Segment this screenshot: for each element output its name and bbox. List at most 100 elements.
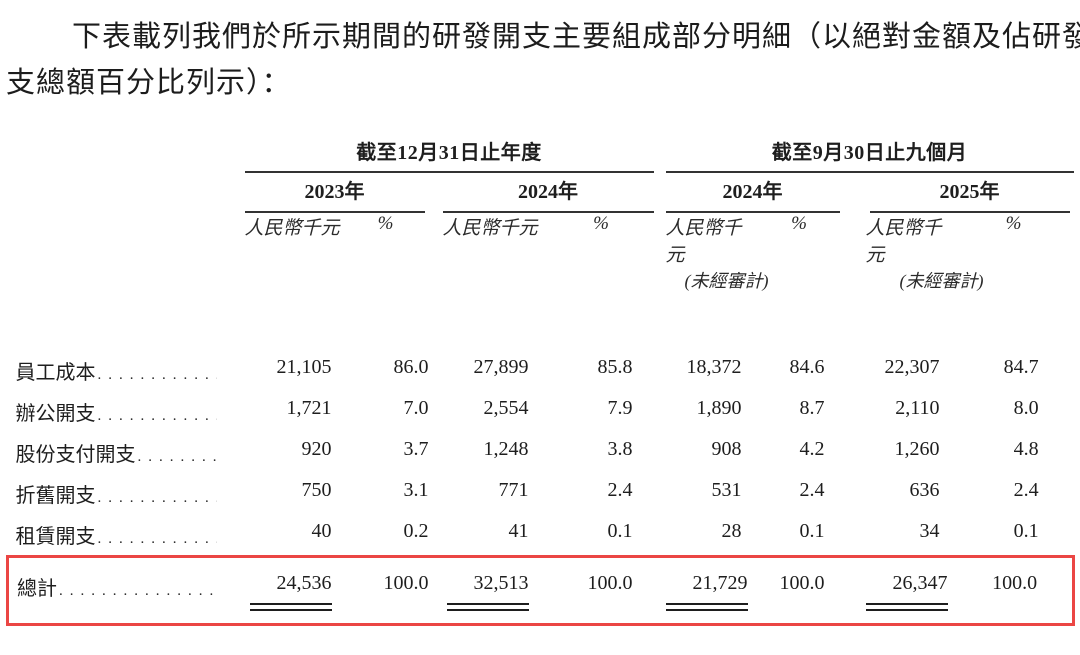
- value-cell: 86.0: [393, 356, 429, 378]
- row-label: 股份支付開支: [15, 444, 136, 466]
- value-cell: 27,899: [473, 356, 529, 378]
- row-label: 辦公開支: [15, 403, 96, 425]
- spacer-row: [8, 299, 1074, 351]
- period-group-2-label: 截至9月30日止九個月: [665, 136, 1074, 173]
- value-cell: 34: [919, 520, 940, 542]
- unaudited-note: (未經審計): [899, 271, 984, 291]
- value-cell: 3.1: [403, 479, 429, 501]
- total-value-cell: 100.0: [548, 554, 654, 626]
- spacer-cell: [842, 433, 866, 474]
- value-cell: 0.1: [799, 520, 825, 542]
- spacer-cell: [443, 267, 654, 299]
- value-cell: 920: [301, 438, 332, 460]
- spacer-cell: [431, 213, 443, 267]
- period-group-1: 截至12月31日止年度: [244, 136, 654, 173]
- row-label-cell: 租賃開支: [8, 515, 245, 556]
- value-cell: 2.4: [799, 479, 825, 501]
- value-cell: 0.1: [1013, 520, 1039, 542]
- spacer-cell: [431, 474, 443, 515]
- unit-header: 人民幣千元: [442, 218, 538, 239]
- unaudited-note: (未經審計): [684, 271, 769, 291]
- document-page: 下表載列我們於所示期間的研發開支主要組成部分明細（以絕對金額及佔研發開 支總額百…: [0, 14, 1080, 655]
- spacer-cell: [8, 173, 245, 213]
- spacer-cell: [431, 351, 443, 392]
- year-header-2025-9m: 2025年: [866, 173, 1074, 213]
- row-label-cell: 折舊開支: [8, 474, 245, 515]
- value-cell: 28: [721, 520, 742, 542]
- spacer-cell: [842, 213, 866, 267]
- intro-line-1: 下表載列我們於所示期間的研發開支主要組成部分明細（以絕對金額及佔研發開: [72, 21, 1080, 53]
- value-cell: 1,721: [286, 397, 332, 419]
- value-cell: 0.1: [607, 520, 633, 542]
- spacer-cell: [654, 136, 666, 173]
- value-cell: 8.0: [1013, 397, 1039, 419]
- year-header-row: 2023年 2024年 2024年 2025年: [8, 173, 1074, 213]
- total-value-cell: 100.0: [756, 554, 842, 626]
- value-cell: 750: [301, 479, 332, 501]
- leader-dots: [98, 490, 217, 507]
- value-cell: 21,105: [276, 356, 332, 378]
- spacer-cell: [842, 267, 866, 299]
- spacer-cell: [8, 136, 245, 173]
- spacer-cell: [654, 474, 666, 515]
- percent-header: %: [377, 213, 394, 234]
- value-cell: 2,554: [483, 397, 529, 419]
- value-cell: 7.9: [607, 397, 633, 419]
- value-cell: 0.2: [403, 520, 429, 542]
- spacer-cell: [431, 267, 443, 299]
- value-cell: 1,260: [894, 438, 940, 460]
- table-row-share-based-payment: 股份支付開支 920 3.7 1,248 3.8 908 4.2 1,260 4…: [8, 433, 1074, 474]
- spacer-cell: [842, 351, 866, 392]
- value-cell: 2.4: [607, 479, 633, 501]
- value-cell: 531: [711, 479, 742, 501]
- total-amount: 32,513: [446, 572, 529, 611]
- value-cell: 636: [909, 479, 940, 501]
- percent-header: %: [791, 213, 807, 234]
- value-cell: 4.2: [799, 438, 825, 460]
- row-label: 租賃開支: [15, 526, 96, 548]
- year-header-2024-9m: 2024年: [665, 173, 842, 213]
- spacer-cell: [841, 554, 866, 626]
- leader-dots: [138, 449, 217, 466]
- unaudited-note-row: (未經審計) (未經審計): [8, 267, 1074, 299]
- spacer-cell: [431, 173, 443, 213]
- intro-paragraph: 下表載列我們於所示期間的研發開支主要組成部分明細（以絕對金額及佔研發開 支總額百…: [6, 14, 1080, 106]
- year-header-2024: 2024年: [442, 173, 654, 213]
- percent-header: %: [1005, 213, 1022, 234]
- value-cell: 2.4: [1013, 479, 1039, 501]
- leader-dots: [98, 408, 217, 425]
- value-cell: 40: [311, 520, 332, 542]
- total-value-cell: 21,729: [665, 554, 757, 626]
- total-amount: 26,347: [865, 572, 948, 611]
- row-label: 折舊開支: [15, 485, 96, 507]
- table-row-staff-costs: 員工成本 21,105 86.0 27,899 85.8 18,372 84.6…: [8, 351, 1074, 392]
- spacer-cell: [245, 267, 431, 299]
- year-header-2023: 2023年: [244, 173, 431, 213]
- total-label-cell: 總計: [6, 554, 245, 626]
- spacer-cell: [654, 351, 666, 392]
- spacer-cell: [842, 173, 866, 213]
- row-label: 員工成本: [15, 362, 96, 384]
- value-cell: 3.7: [403, 438, 429, 460]
- value-cell: 2,110: [895, 397, 940, 419]
- total-value-cell: 32,513: [442, 554, 549, 626]
- period-group-2: 截至9月30日止九個月: [665, 136, 1074, 173]
- table-row-office-expenses: 辦公開支 1,721 7.0 2,554 7.9 1,890 8.7 2,110…: [8, 392, 1074, 433]
- value-cell: 22,307: [884, 356, 940, 378]
- table-row-lease-expenses: 租賃開支 40 0.2 41 0.1 28 0.1 34 0.1: [8, 515, 1074, 556]
- spacer-cell: [842, 515, 866, 556]
- period-group-header-row: 截至12月31日止年度 截至9月30日止九個月: [8, 136, 1074, 173]
- total-amount: 21,729: [665, 572, 748, 611]
- spacer-cell: [654, 173, 666, 213]
- leader-dots: [98, 367, 217, 384]
- spacer-cell: [8, 213, 245, 267]
- spacer-cell: [654, 515, 666, 556]
- intro-line-2: 支總額百分比列示）：: [6, 67, 292, 99]
- spacer-cell: [431, 433, 443, 474]
- total-value-cell: 100.0: [340, 554, 431, 626]
- value-cell: 84.7: [1003, 356, 1039, 378]
- unit-header: 人民幣千元: [865, 218, 942, 266]
- value-cell: 8.7: [799, 397, 825, 419]
- value-cell: 41: [508, 520, 529, 542]
- spacer-cell: [654, 433, 666, 474]
